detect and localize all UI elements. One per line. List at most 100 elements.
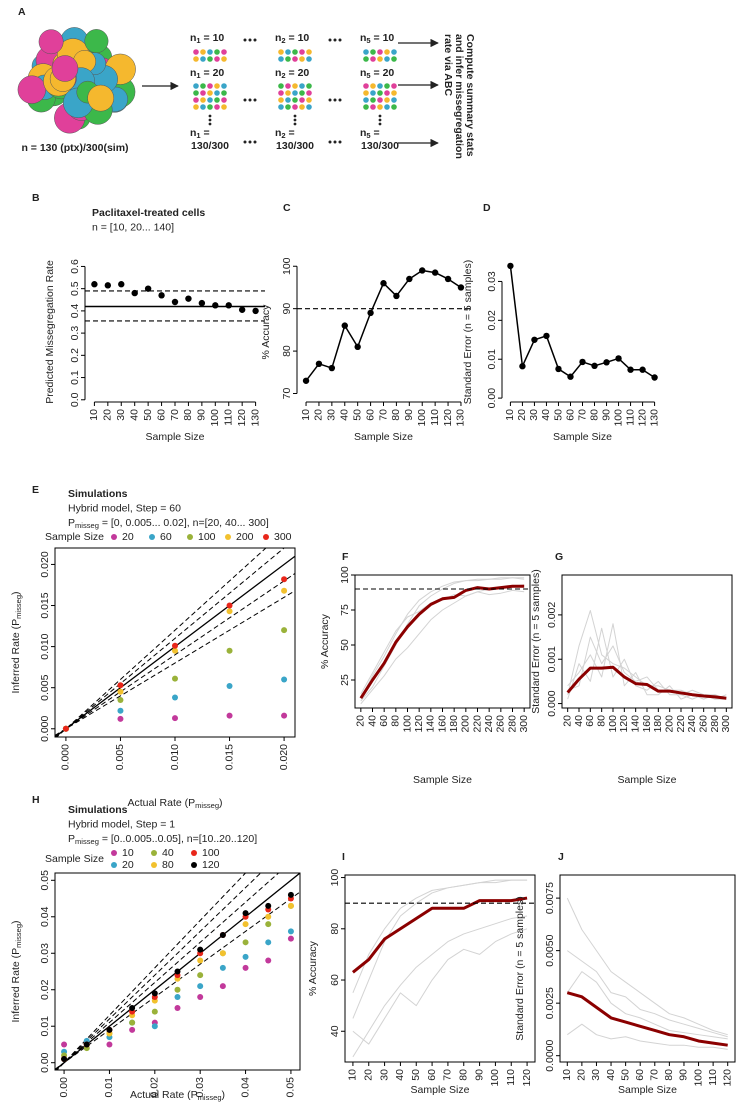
x-tick-label: 300 xyxy=(720,715,732,733)
x-tick-label: 120 xyxy=(442,409,454,427)
ellipsis-dot xyxy=(338,38,342,42)
point xyxy=(131,289,138,297)
cell-dot xyxy=(278,90,284,96)
sample-label: n5 = 10 xyxy=(360,32,394,45)
ellipsis-dot xyxy=(333,140,337,144)
x-axis-label: Sample Size xyxy=(618,774,677,786)
cell-dot xyxy=(377,83,383,89)
point xyxy=(91,281,98,288)
cell-dot xyxy=(384,90,390,96)
x-tick-label: 110 xyxy=(505,1069,517,1086)
cell-dot xyxy=(207,104,213,110)
line xyxy=(352,879,528,994)
sample-size: 130/300 xyxy=(276,140,314,152)
cell-dot xyxy=(363,90,369,96)
point xyxy=(226,608,233,615)
cell-dot xyxy=(193,56,199,62)
cell-dot xyxy=(363,56,369,62)
y-tick-label: 25 xyxy=(339,674,351,686)
point xyxy=(129,1019,136,1026)
reference-line xyxy=(55,891,300,1070)
x-tick-label: 180 xyxy=(652,715,664,733)
point xyxy=(106,1041,113,1048)
x-tick-label: 70 xyxy=(649,1069,661,1081)
y-tick-label: 75 xyxy=(339,604,351,616)
ellipsis-dot xyxy=(328,38,332,42)
x-tick-label: 40 xyxy=(366,715,378,727)
point xyxy=(61,1056,68,1063)
y-tick-label: 80 xyxy=(281,345,293,357)
x-tick-label: 50 xyxy=(351,409,363,421)
y-axis-label: Standard Error (n = 5 samples) xyxy=(462,260,474,404)
legend-swatch xyxy=(187,534,193,540)
y-axis-label: % Accuracy xyxy=(319,613,331,669)
point xyxy=(174,968,181,975)
legend-swatch xyxy=(225,534,231,540)
ellipsis-dot xyxy=(328,140,332,144)
ellipsis-dot xyxy=(338,140,342,144)
cell-dot xyxy=(207,49,213,55)
cell-dot xyxy=(306,97,312,103)
text-part: n xyxy=(360,127,366,139)
ellipsis-dot xyxy=(208,118,212,122)
cell-dot xyxy=(299,83,305,89)
x-tick-label: 80 xyxy=(595,715,607,727)
sample-label: n2 = 20 xyxy=(275,67,309,80)
text-part: n xyxy=(360,32,366,44)
subscript: 5 xyxy=(366,36,370,45)
x-tick-label: 40 xyxy=(573,715,585,727)
cell-dot xyxy=(200,56,206,62)
x-tick-label: 70 xyxy=(576,409,588,421)
x-tick-label: 20 xyxy=(516,409,528,421)
sample-label: n2 = 10 xyxy=(275,32,309,45)
legend-label: 10 xyxy=(122,847,134,859)
cell-dot xyxy=(299,104,305,110)
line xyxy=(567,623,727,700)
sample-label: n5 = xyxy=(360,127,380,140)
y-tick-label: 0.6 xyxy=(69,259,81,274)
y-tick-label: 60 xyxy=(329,974,341,986)
x-tick-label: 50 xyxy=(552,409,564,421)
x-tick-label: 60 xyxy=(364,409,376,421)
point xyxy=(197,946,204,953)
ellipsis-dot xyxy=(293,114,297,118)
cell-dot xyxy=(278,97,284,103)
panel-h: H Simulations Hybrid model, Step = 1 Pmisse… xyxy=(10,794,301,1102)
cell-dot xyxy=(391,83,397,89)
point xyxy=(225,302,232,309)
y-tick-label: 0.02 xyxy=(39,979,51,1000)
cell-dot xyxy=(384,97,390,103)
point xyxy=(185,295,192,302)
x-tick-label: 100 xyxy=(416,409,428,427)
panel-label: D xyxy=(483,202,491,214)
x-tick-label: 180 xyxy=(448,715,460,733)
point xyxy=(83,1041,90,1048)
cell-dot xyxy=(306,49,312,55)
x-tick-label: 60 xyxy=(155,409,167,421)
plot-frame xyxy=(54,547,296,738)
text-part: = xyxy=(201,127,210,139)
point xyxy=(238,306,246,313)
subscript: 2 xyxy=(281,36,285,45)
subscript: misseg xyxy=(14,595,23,619)
x-tick-label: 100 xyxy=(401,715,413,733)
reference-line xyxy=(55,590,295,736)
point xyxy=(431,269,439,276)
reference-line xyxy=(55,573,295,737)
y-tick-label: 0.04 xyxy=(39,906,51,927)
y-axis-label: Standard Error (n = 5 samples) xyxy=(530,569,542,713)
legend-title: Sample Size xyxy=(45,853,104,865)
y-tick-label: 0.005 xyxy=(39,674,51,700)
cell-dot xyxy=(299,56,305,62)
plot-frame xyxy=(54,872,301,1071)
cell-dot xyxy=(292,49,298,55)
y-tick-label: 0.0075 xyxy=(544,882,556,914)
point xyxy=(302,377,310,384)
point xyxy=(419,267,426,274)
x-tick-label: 80 xyxy=(182,409,194,421)
panel-label: F xyxy=(342,551,349,563)
text-part: = xyxy=(371,127,380,139)
point xyxy=(579,358,586,366)
point xyxy=(197,972,204,979)
y-tick-label: 80 xyxy=(329,923,341,935)
